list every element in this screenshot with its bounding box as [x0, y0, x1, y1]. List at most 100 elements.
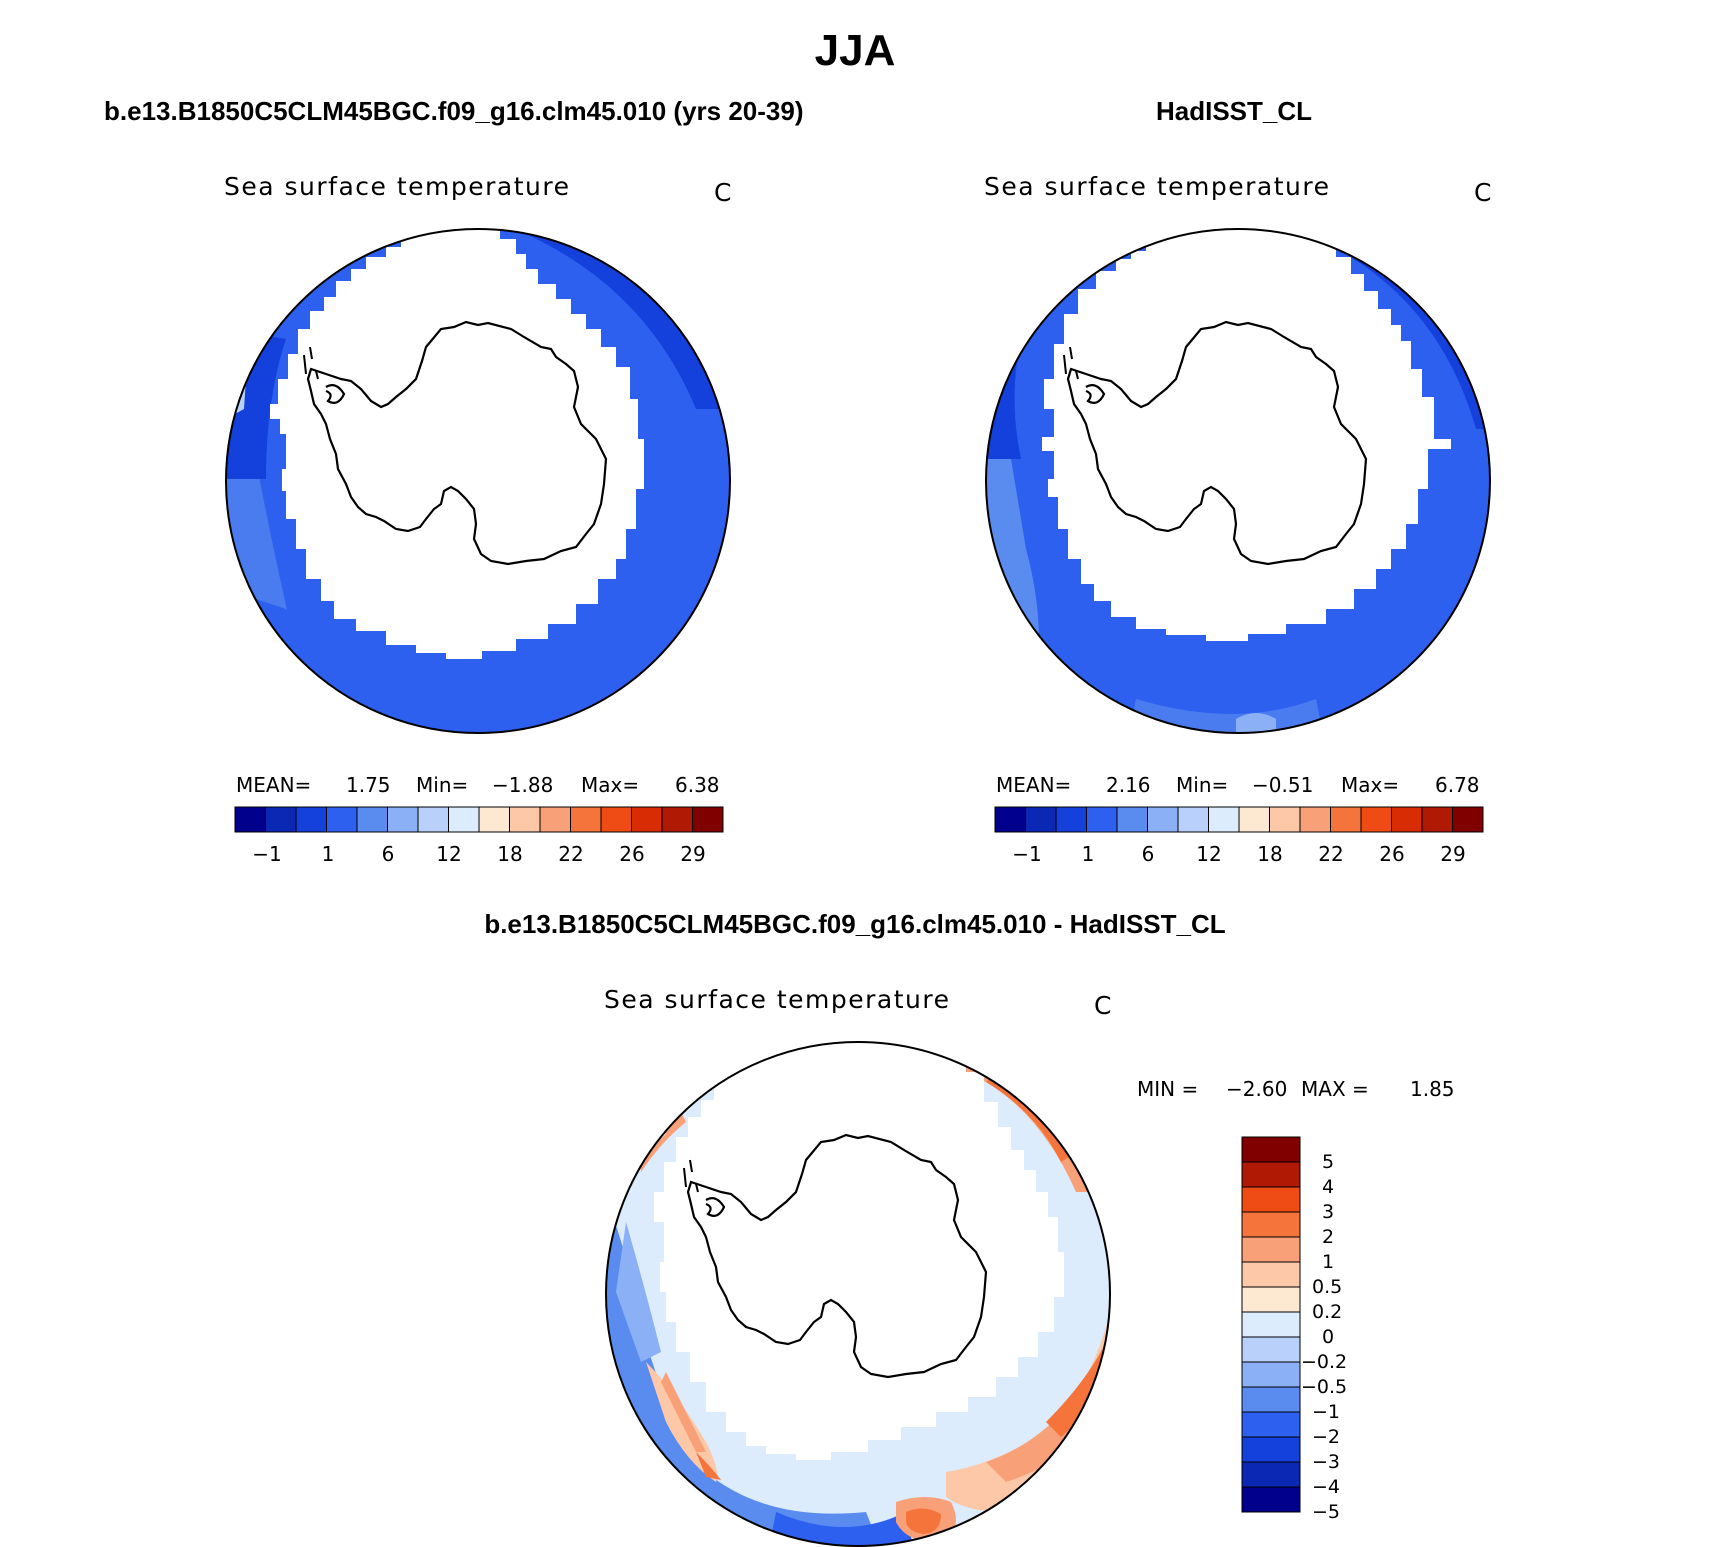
colorbar-swatch	[1147, 806, 1179, 833]
obs-sst-map	[985, 228, 1491, 734]
diff-colorbar-tick: −1	[1312, 1401, 1341, 1423]
colorbar-swatch	[1116, 806, 1148, 833]
diff-colorbar-tick: −0.2	[1301, 1351, 1348, 1373]
diff-warm-sw-core	[661, 1372, 706, 1452]
colorbar-swatch	[1360, 806, 1392, 833]
colorbar-swatch	[1241, 1411, 1301, 1438]
obs-colorbar-tick: 12	[1196, 842, 1222, 866]
obs-min-label: Min=	[1176, 773, 1229, 797]
colorbar-swatch	[1241, 1161, 1301, 1188]
colorbar-swatch	[478, 806, 510, 833]
model-colorbar-tick: 18	[497, 842, 523, 866]
antarctica-coastline	[686, 1133, 988, 1379]
colorbar-swatch	[994, 806, 1026, 833]
obs-max-label: Max=	[1341, 773, 1400, 797]
colorbar-swatch	[1055, 806, 1087, 833]
colorbar-swatch	[1241, 1361, 1301, 1388]
peninsula-islands	[303, 346, 319, 380]
diff-variable-label: Sea surface temperature	[604, 985, 951, 1014]
colorbar-swatch	[417, 806, 449, 833]
colorbar-swatch	[1452, 806, 1484, 833]
diff-case-title: b.e13.B1850C5CLM45BGC.f09_g16.clm45.010 …	[484, 909, 1226, 939]
diff-colorbar-tick: 4	[1322, 1176, 1335, 1198]
obs-colorbar-tick: 6	[1141, 842, 1155, 866]
colorbar-swatch	[661, 806, 693, 833]
diff-colorbar-tick: −2	[1312, 1426, 1341, 1448]
diff-min-label: MIN =	[1137, 1077, 1199, 1101]
page-title: JJA	[814, 26, 896, 75]
sea-ice-mask	[1042, 229, 1451, 641]
model-colorbar	[234, 806, 724, 833]
diff-min-value: −2.60	[1226, 1077, 1288, 1101]
diff-colorbar-tick: 3	[1322, 1201, 1335, 1223]
colorbar-swatch	[509, 806, 541, 833]
diff-warm-south-core	[906, 1508, 941, 1534]
colorbar-swatch	[1330, 806, 1362, 833]
colorbar-swatch	[1238, 806, 1270, 833]
obs-variable-label: Sea surface temperature	[984, 172, 1331, 201]
colorbar-swatch	[1241, 1211, 1301, 1238]
obs-units-label: C	[1474, 178, 1493, 207]
model-min-value: −1.88	[492, 773, 554, 797]
diff-sst-map	[605, 1041, 1111, 1547]
colorbar-swatch	[1177, 806, 1209, 833]
diff-colorbar	[1241, 1136, 1301, 1513]
colorbar-swatch	[1269, 806, 1301, 833]
colorbar-swatch	[234, 806, 266, 833]
colorbar-swatch	[387, 806, 419, 833]
sea-ice-mask	[270, 229, 644, 659]
antarctica-coastline	[306, 320, 608, 566]
diff-cool-west	[616, 1222, 661, 1362]
model-colorbar-tick: 29	[680, 842, 706, 866]
model-colorbar-tick: 12	[436, 842, 462, 866]
model-sst-map	[225, 228, 731, 734]
obs-colorbar-tick: 26	[1379, 842, 1405, 866]
colorbar-swatch	[692, 806, 724, 833]
colorbar-swatch	[1208, 806, 1240, 833]
map-frame	[225, 228, 731, 734]
diff-warm-sw-peak	[696, 1452, 721, 1480]
model-colorbar-tick: −1	[252, 842, 282, 866]
colorbar-swatch	[600, 806, 632, 833]
diff-colorbar-tick: 2	[1322, 1226, 1335, 1248]
obs-colorbar-tick: 22	[1318, 842, 1344, 866]
peninsula-islands	[1063, 346, 1079, 380]
colorbar-swatch	[570, 806, 602, 833]
colorbar-swatch	[1241, 1236, 1301, 1263]
colorbar-swatch	[1391, 806, 1423, 833]
obs-case-title: HadISST_CL	[1156, 96, 1313, 126]
colorbar-swatch	[295, 806, 327, 833]
diff-colorbar-tick: 0.2	[1312, 1301, 1343, 1323]
model-units-label: C	[714, 178, 733, 207]
colorbar-swatch	[539, 806, 571, 833]
model-max-value: 6.38	[675, 773, 720, 797]
colorbar-swatch	[1241, 1386, 1301, 1413]
diff-max-value: 1.85	[1410, 1077, 1455, 1101]
diff-colorbar-tick: −0.5	[1301, 1376, 1348, 1398]
model-variable-label: Sea surface temperature	[224, 172, 571, 201]
obs-mean-value: 2.16	[1106, 773, 1151, 797]
map-frame	[985, 228, 1491, 734]
weddell-inlet	[705, 1197, 726, 1217]
diff-colorbar-tick: −5	[1312, 1501, 1341, 1523]
colorbar-swatch	[1241, 1436, 1301, 1463]
diff-max-label: MAX =	[1301, 1077, 1369, 1101]
model-case-title: b.e13.B1850C5CLM45BGC.f09_g16.clm45.010 …	[104, 96, 804, 126]
colorbar-swatch	[1299, 806, 1331, 833]
model-mean-value: 1.75	[346, 773, 391, 797]
model-max-label: Max=	[581, 773, 640, 797]
obs-min-value: −0.51	[1252, 773, 1314, 797]
colorbar-swatch	[1421, 806, 1453, 833]
colorbar-swatch	[1241, 1311, 1301, 1338]
colorbar-swatch	[1241, 1486, 1301, 1513]
colorbar-swatch	[326, 806, 358, 833]
diff-colorbar-tick: 1	[1322, 1251, 1335, 1273]
colorbar-swatch	[1241, 1336, 1301, 1363]
diff-colorbar-tick: 5	[1322, 1151, 1335, 1173]
obs-colorbar-tick: −1	[1012, 842, 1042, 866]
model-colorbar-tick: 26	[619, 842, 645, 866]
weddell-inlet	[1085, 384, 1106, 404]
model-colorbar-tick: 6	[381, 842, 395, 866]
colorbar-swatch	[1086, 806, 1118, 833]
model-colorbar-tick: 1	[321, 842, 335, 866]
